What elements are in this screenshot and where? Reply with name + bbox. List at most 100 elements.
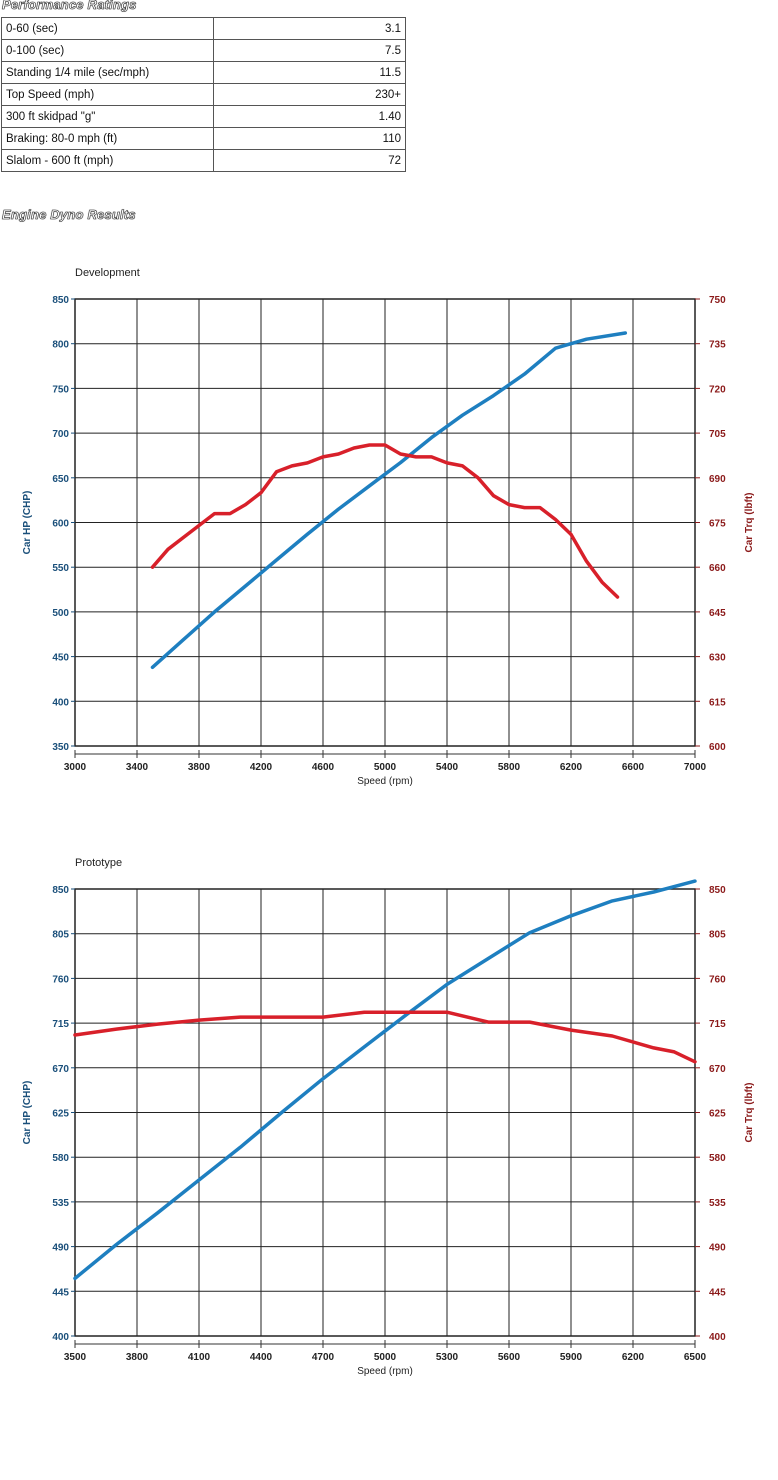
torque-series-line bbox=[73, 1010, 697, 1064]
metric-value: 230+ bbox=[213, 83, 406, 106]
x-axis-label: Speed (rpm) bbox=[357, 776, 413, 787]
y-right-tick-label: 580 bbox=[709, 1153, 726, 1164]
y-right-tick-label: 490 bbox=[709, 1243, 726, 1254]
table-row: Top Speed (mph) 230+ bbox=[1, 83, 406, 106]
y-left-tick-label: 450 bbox=[52, 653, 69, 664]
table-row: 300 ft skidpad "g" 1.40 bbox=[1, 105, 406, 128]
y-left-tick-label: 500 bbox=[52, 608, 69, 619]
y-right-tick-label: 735 bbox=[709, 340, 726, 351]
x-tick-label: 5900 bbox=[560, 1352, 583, 1363]
y-left-tick-label: 600 bbox=[52, 519, 69, 530]
y-right-axis-label: Car Trq (lbft) bbox=[744, 1083, 755, 1143]
y-left-axis-label: Car HP (CHP) bbox=[22, 1081, 33, 1145]
y-left-tick-label: 805 bbox=[52, 930, 69, 941]
metric-label: Braking: 80-0 mph (ft) bbox=[1, 127, 214, 150]
y-right-tick-label: 715 bbox=[709, 1019, 726, 1030]
metric-value: 11.5 bbox=[213, 61, 406, 84]
x-tick-label: 5000 bbox=[374, 762, 397, 773]
x-tick-label: 5600 bbox=[498, 1352, 521, 1363]
y-right-tick-label: 445 bbox=[709, 1287, 726, 1298]
chart-title: Development bbox=[75, 267, 140, 279]
x-tick-label: 5800 bbox=[498, 762, 521, 773]
metric-label: Slalom - 600 ft (mph) bbox=[1, 149, 214, 172]
y-left-tick-label: 535 bbox=[52, 1198, 69, 1209]
table-row: Braking: 80-0 mph (ft) 110 bbox=[1, 127, 406, 150]
y-right-tick-label: 600 bbox=[709, 742, 726, 753]
y-right-tick-label: 615 bbox=[709, 697, 726, 708]
y-left-tick-label: 350 bbox=[52, 742, 69, 753]
x-tick-label: 3800 bbox=[188, 762, 211, 773]
metric-label: Standing 1/4 mile (sec/mph) bbox=[1, 61, 214, 84]
development-chart: Development 350 400 450 500 550 600 650 700 750 80… bbox=[22, 267, 755, 787]
y-right-tick-label: 805 bbox=[709, 930, 726, 941]
x-tick-label: 6200 bbox=[560, 762, 583, 773]
x-tick-label: 5400 bbox=[436, 762, 459, 773]
metric-value: 1.40 bbox=[213, 105, 406, 128]
x-tick-label: 4700 bbox=[312, 1352, 335, 1363]
y-right-tick-label: 645 bbox=[709, 608, 726, 619]
y-left-tick-label: 670 bbox=[52, 1064, 69, 1075]
y-right-tick-label: 630 bbox=[709, 653, 726, 664]
y-left-tick-label: 580 bbox=[52, 1153, 69, 1164]
x-tick-label: 6600 bbox=[622, 762, 645, 773]
y-left-tick-label: 760 bbox=[52, 974, 69, 985]
engine-dyno-title: Engine Dyno Results bbox=[2, 207, 136, 223]
metric-label: 0-100 (sec) bbox=[1, 39, 214, 62]
y-left-tick-label: 550 bbox=[52, 563, 69, 574]
table-row: Standing 1/4 mile (sec/mph) 11.5 bbox=[1, 61, 406, 84]
y-right-axis-label: Car Trq (lbft) bbox=[744, 493, 755, 553]
prototype-chart: Prototype 400 445 490 535 580 625 670 715 760 805 8… bbox=[22, 857, 755, 1377]
hp-series-line bbox=[73, 879, 697, 1281]
metric-value: 110 bbox=[213, 127, 406, 150]
metric-value: 7.5 bbox=[213, 39, 406, 62]
y-right-tick-label: 720 bbox=[709, 384, 726, 395]
x-tick-label: 3000 bbox=[64, 762, 87, 773]
x-tick-label: 3400 bbox=[126, 762, 149, 773]
y-left-tick-label: 400 bbox=[52, 697, 69, 708]
x-tick-label: 4600 bbox=[312, 762, 335, 773]
y-left-tick-label: 625 bbox=[52, 1109, 69, 1120]
x-tick-label: 4400 bbox=[250, 1352, 273, 1363]
y-left-tick-label: 650 bbox=[52, 474, 69, 485]
performance-ratings-title: Performance Ratings bbox=[2, 0, 137, 12]
y-left-tick-label: 800 bbox=[52, 340, 69, 351]
metric-label: Top Speed (mph) bbox=[1, 83, 214, 106]
y-right-tick-label: 625 bbox=[709, 1109, 726, 1120]
metric-value: 3.1 bbox=[213, 17, 406, 40]
torque-series-line bbox=[150, 443, 620, 599]
x-tick-label: 6500 bbox=[684, 1352, 707, 1363]
y-left-tick-label: 850 bbox=[52, 885, 69, 896]
y-left-tick-label: 700 bbox=[52, 429, 69, 440]
metric-label: 0-60 (sec) bbox=[1, 17, 214, 40]
y-right-tick-label: 760 bbox=[709, 974, 726, 985]
table-row: 0-100 (sec) 7.5 bbox=[1, 39, 406, 62]
metric-value: 72 bbox=[213, 149, 406, 172]
x-tick-label: 5000 bbox=[374, 1352, 397, 1363]
y-right-tick-label: 400 bbox=[709, 1332, 726, 1343]
y-right-tick-label: 670 bbox=[709, 1064, 726, 1075]
y-right-tick-label: 690 bbox=[709, 474, 726, 485]
performance-table: 0-60 (sec) 3.1 0-100 (sec) 7.5 Standing 1/4 … bbox=[1, 17, 406, 172]
y-left-tick-label: 750 bbox=[52, 384, 69, 395]
x-tick-label: 5300 bbox=[436, 1352, 459, 1363]
chart-title: Prototype bbox=[75, 857, 122, 869]
y-right-tick-label: 660 bbox=[709, 563, 726, 574]
y-left-tick-label: 715 bbox=[52, 1019, 69, 1030]
x-tick-label: 4100 bbox=[188, 1352, 211, 1363]
table-row: 0-60 (sec) 3.1 bbox=[1, 17, 406, 40]
y-left-tick-label: 850 bbox=[52, 295, 69, 306]
x-tick-label: 3800 bbox=[126, 1352, 149, 1363]
metric-label: 300 ft skidpad "g" bbox=[1, 105, 214, 128]
y-right-tick-label: 750 bbox=[709, 295, 726, 306]
y-right-tick-label: 535 bbox=[709, 1198, 726, 1209]
y-left-axis-label: Car HP (CHP) bbox=[22, 491, 33, 555]
y-right-tick-label: 675 bbox=[709, 519, 726, 530]
x-tick-label: 6200 bbox=[622, 1352, 645, 1363]
hp-series-line bbox=[150, 331, 628, 670]
x-tick-label: 7000 bbox=[684, 762, 707, 773]
y-left-tick-label: 490 bbox=[52, 1243, 69, 1254]
x-tick-label: 3500 bbox=[64, 1352, 87, 1363]
y-left-tick-label: 400 bbox=[52, 1332, 69, 1343]
y-right-tick-label: 705 bbox=[709, 429, 726, 440]
y-right-tick-label: 850 bbox=[709, 885, 726, 896]
